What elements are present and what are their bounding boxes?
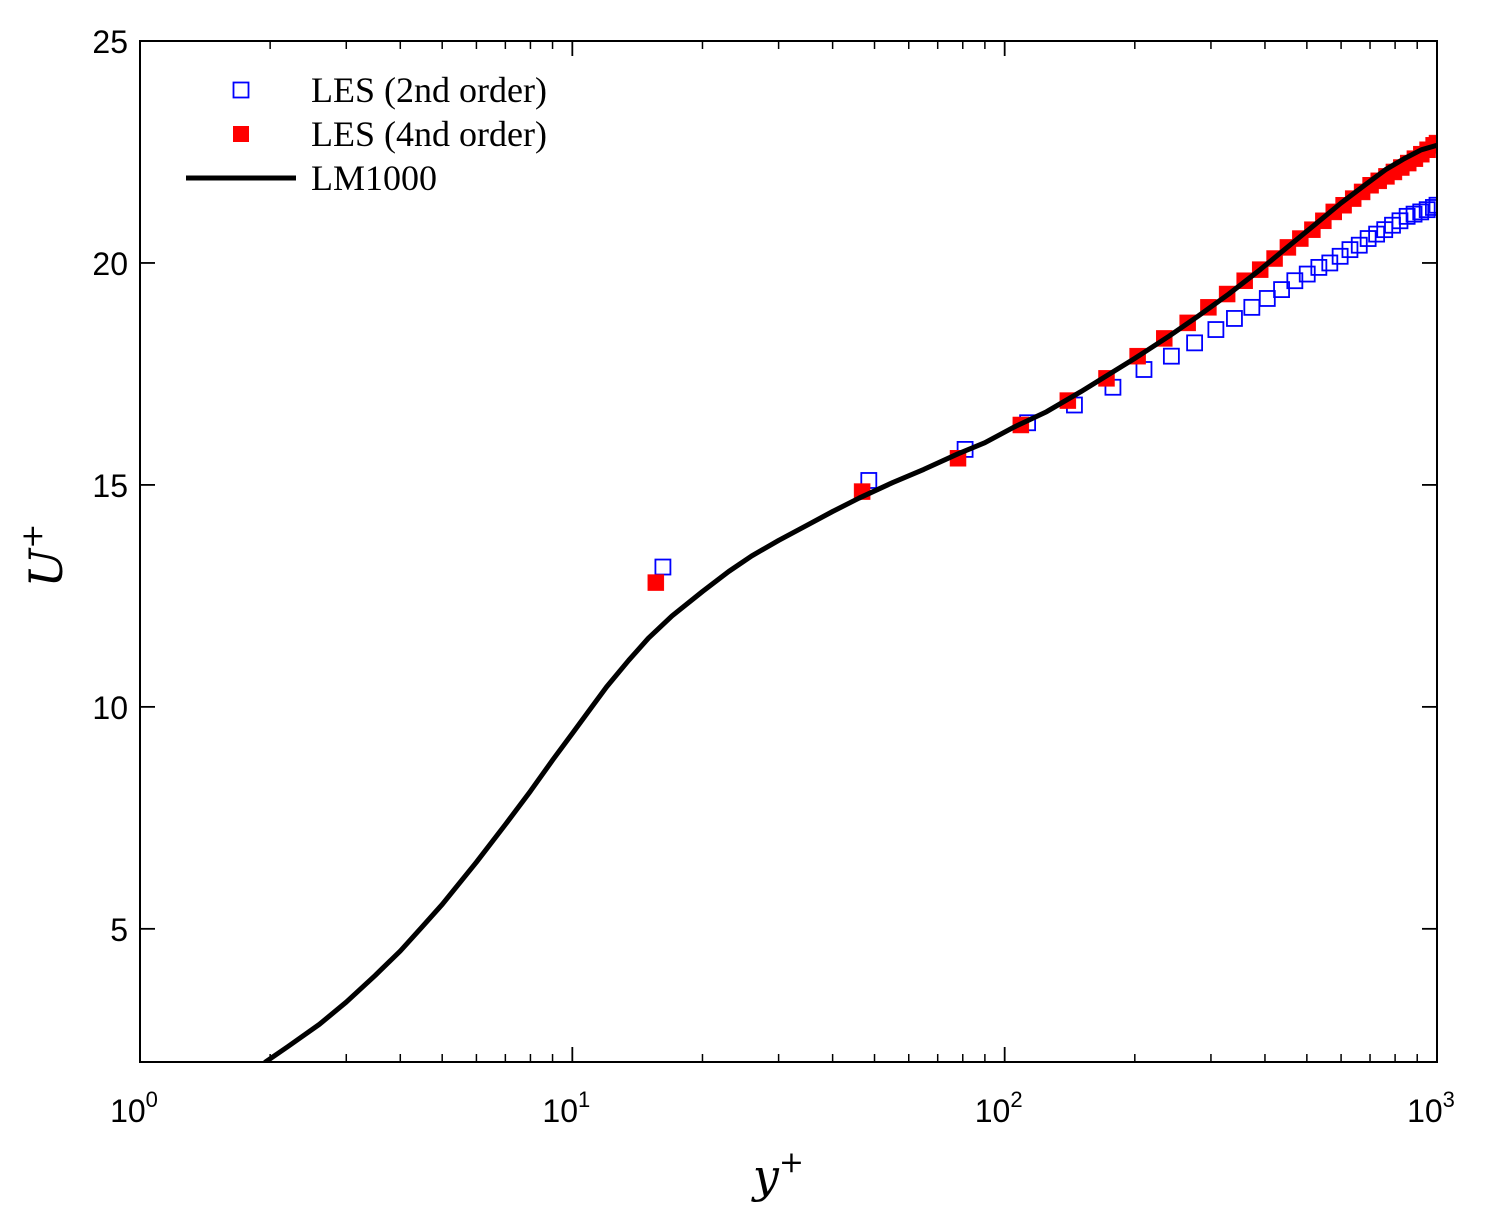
legend-marker-swatch	[232, 81, 250, 99]
data-point	[1424, 199, 1437, 216]
y-tick-label: 5	[110, 912, 128, 948]
series-0	[654, 196, 1437, 576]
legend-label: LES (2nd order)	[311, 70, 547, 110]
axes-frame	[139, 40, 1438, 1063]
axes: 100 101 102 103 5 10 15 20 25 y+ U+	[15, 24, 1455, 1203]
y-tick-label: 25	[92, 24, 128, 60]
data-point	[1428, 196, 1437, 214]
plot-area	[262, 134, 1437, 1062]
data-point	[1243, 298, 1261, 316]
legend-item: LES (2nd order)	[232, 70, 547, 110]
data-point	[1258, 290, 1276, 307]
data-point	[647, 574, 665, 591]
x-axis-label: y+	[751, 1145, 804, 1203]
data-point	[1186, 334, 1204, 352]
y-tick-label: 20	[92, 246, 128, 282]
y-axis-label: U+	[15, 524, 73, 588]
x-tick-label: 101	[542, 1087, 590, 1129]
data-point	[1428, 134, 1437, 152]
x-tick-label: 103	[1407, 1087, 1455, 1129]
legend-item: LM1000	[186, 158, 437, 198]
y-tick-label: 15	[92, 468, 128, 504]
data-point	[1359, 230, 1377, 247]
x-tick-label: 102	[975, 1087, 1023, 1129]
data-point	[1310, 258, 1328, 276]
legend: LES (2nd order)LES (4nd order)LM1000	[186, 70, 547, 198]
data-point	[1341, 241, 1359, 259]
series-line-2	[262, 142, 1437, 1062]
y-tick-label: 10	[92, 690, 128, 726]
series-1	[647, 134, 1437, 591]
data-point	[1418, 201, 1436, 219]
data-point	[654, 558, 672, 576]
data-point	[1412, 203, 1430, 221]
legend-marker-swatch	[233, 126, 249, 142]
legend-item: LES (4nd order)	[233, 114, 547, 154]
data-point	[1162, 347, 1180, 365]
legend-label: LM1000	[311, 158, 437, 198]
data-point	[1207, 321, 1225, 338]
x-tick-label: 100	[110, 1087, 158, 1129]
legend-label: LES (4nd order)	[311, 114, 547, 154]
data-point	[1226, 310, 1243, 327]
data-point	[1273, 281, 1290, 298]
